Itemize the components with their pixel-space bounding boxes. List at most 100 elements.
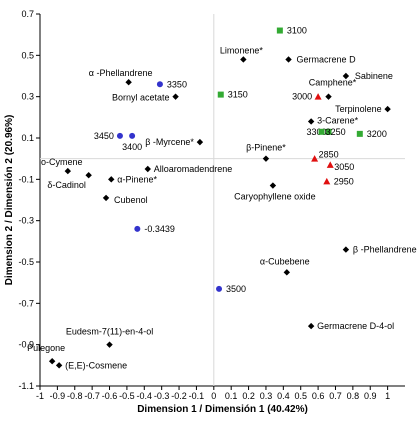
point-triangle-2 — [326, 161, 334, 168]
point-circle-0 — [156, 81, 163, 88]
point-label: Germacrene D — [297, 54, 357, 64]
point-diamond-12 — [85, 172, 92, 179]
y-axis-ticks: -1.1 -0.9 -0.7 -0.5 -0.3 -0.1 0.1 0.3 0.5 0.7 — [18, 9, 40, 391]
point-square-1 — [217, 91, 224, 98]
y-tick-label: 0.1 — [21, 133, 34, 143]
y-tick-label: 0.7 — [21, 9, 34, 19]
point-label: Camphene* — [309, 78, 357, 88]
point-label: Pulegone — [27, 343, 65, 353]
point-square-3 — [318, 128, 325, 135]
point-label: 2950 — [334, 176, 354, 186]
point-label: -0.3439 — [144, 224, 175, 234]
point-label: Limonene* — [220, 45, 264, 55]
point-label: 3400 — [122, 142, 142, 152]
point-label: Sabinene — [355, 71, 393, 81]
point-diamond-8 — [196, 138, 204, 146]
x-tick-label: -1 — [36, 391, 44, 401]
point-circle-3 — [134, 225, 141, 232]
point-label: Eudesm-7(11)-en-4-ol — [66, 327, 153, 337]
point-diamond-11 — [64, 167, 72, 175]
x-tick-label: -0.7 — [84, 391, 100, 401]
point-label: 3200 — [367, 129, 387, 139]
x-axis-ticks: -1 -0.9 -0.8 -0.7 -0.6 -0.5 -0.4 -0.3 -0.2 -0.1 0 0… — [36, 386, 390, 401]
point-triangle-1 — [311, 155, 319, 162]
x-tick-label: 1 — [385, 391, 390, 401]
point-label: 3150 — [228, 90, 248, 100]
x-tick-label: -0.6 — [102, 391, 118, 401]
x-tick-label: 0.3 — [260, 391, 273, 401]
plot-area: -1 -0.9 -0.8 -0.7 -0.6 -0.5 -0.4 -0.3 -0.2 -0.1 0 0… — [18, 9, 416, 401]
point-diamond-0 — [240, 56, 247, 63]
x-tick-label: 0.8 — [347, 391, 360, 401]
point-label: Terpinolene — [335, 104, 382, 114]
x-tick-label: 0.2 — [242, 391, 255, 401]
point-label: (E,E)-Cosmene — [65, 360, 127, 370]
y-tick-label: -1.1 — [18, 381, 34, 391]
point-label: 3450 — [94, 131, 114, 141]
point-triangle-0 — [314, 93, 322, 100]
point-label: 3250 — [326, 127, 346, 137]
point-diamond-20 — [48, 358, 56, 365]
point-label: 3100 — [287, 26, 307, 36]
x-axis-title: Dimension 1 / Dimensión 1 (40.42%) — [137, 404, 308, 415]
point-diamond-1 — [285, 56, 292, 63]
point-square-2 — [325, 128, 332, 135]
point-diamond-9 — [262, 155, 270, 162]
point-diamond-3 — [342, 72, 350, 80]
point-label: β -Myrcene* — [145, 137, 194, 147]
point-label: Cubenol — [114, 195, 148, 205]
point-label: α-Pinene* — [117, 174, 157, 184]
point-diamond-2 — [125, 79, 132, 86]
x-tick-label: 0 — [211, 391, 216, 401]
point-label: 3000 — [292, 92, 312, 102]
x-tick-label: -0.8 — [67, 391, 83, 401]
x-tick-label: 0.6 — [312, 391, 325, 401]
point-label: β-Pinene* — [246, 143, 286, 153]
y-tick-label: -0.9 — [18, 340, 34, 350]
point-diamond-16 — [342, 246, 350, 253]
point-diamond-7 — [307, 118, 315, 125]
x-tick-label: -0.5 — [119, 391, 135, 401]
y-tick-label: 0.5 — [21, 50, 34, 60]
x-tick-label: -0.9 — [50, 391, 66, 401]
point-label: δ-Cadinol — [47, 180, 86, 190]
x-tick-label: 0.4 — [277, 391, 290, 401]
point-label: β -Phellandrene — [353, 245, 417, 255]
point-label: o-Cymene — [41, 157, 83, 167]
point-diamond-15 — [269, 182, 277, 189]
point-diamond-17 — [283, 269, 291, 276]
x-tick-label: 0.1 — [225, 391, 238, 401]
point-diamond-5 — [325, 93, 332, 100]
point-diamond-18 — [307, 322, 315, 330]
y-axis-title: Dimension 2 / Dimensión 2 (20.96%) — [4, 115, 15, 286]
y-tick-label: 0.3 — [21, 92, 34, 102]
point-triangle-3 — [323, 177, 331, 185]
point-label: 3500 — [226, 284, 246, 294]
point-label: α -Phellandrene — [89, 68, 153, 78]
point-square-4 — [356, 130, 363, 137]
x-tick-label: 0.9 — [364, 391, 377, 401]
data-points: Limonene* Germacrene D α -Phellandrene Sabi… — [27, 26, 416, 371]
x-tick-label: -0.1 — [189, 391, 205, 401]
point-diamond-21 — [55, 362, 63, 369]
point-circle-4 — [216, 285, 223, 292]
point-label: Germacrene D-4-ol — [317, 321, 394, 331]
x-tick-label: -0.2 — [171, 391, 187, 401]
x-tick-label: -0.4 — [137, 391, 153, 401]
point-label: Alloaromadendrene — [154, 164, 233, 174]
point-circle-2 — [129, 132, 136, 139]
x-tick-label: -0.3 — [154, 391, 170, 401]
y-tick-label: -0.7 — [18, 298, 34, 308]
x-tick-label: 0.5 — [294, 391, 307, 401]
point-diamond-6 — [384, 105, 391, 113]
point-circle-1 — [116, 132, 123, 139]
point-diamond-10 — [144, 165, 151, 173]
y-tick-label: -0.3 — [18, 216, 34, 226]
point-diamond-13 — [108, 176, 115, 183]
point-label: 3-Carene* — [317, 115, 359, 125]
point-label: α-Cubebene — [260, 256, 310, 266]
point-label: 3050 — [334, 162, 354, 172]
point-label: Bornyl acetate — [112, 93, 170, 103]
point-square-0 — [276, 27, 283, 34]
